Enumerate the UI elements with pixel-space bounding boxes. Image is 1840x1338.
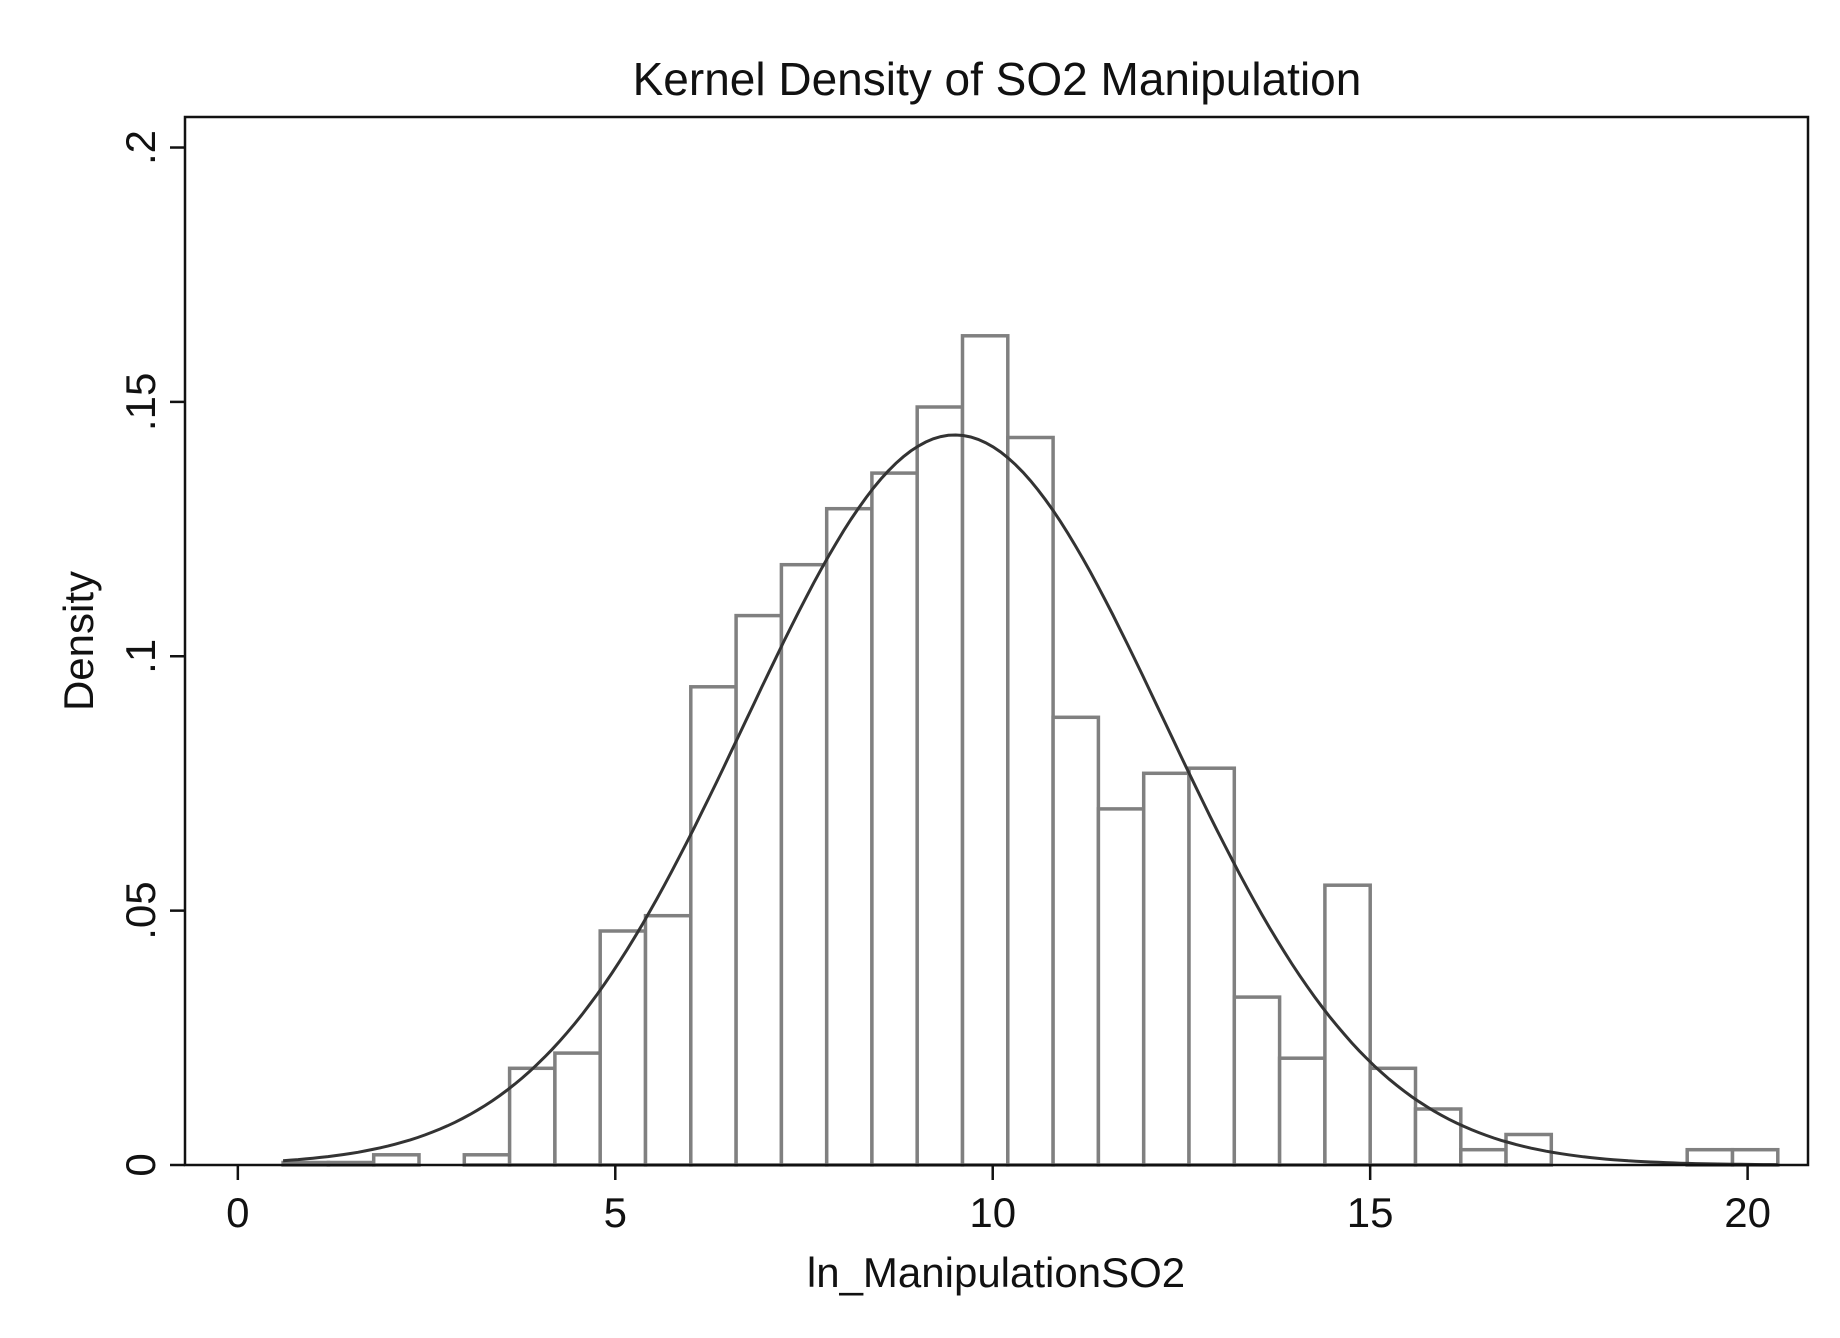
histogram-bar-28: [1730, 1147, 1780, 1167]
histogram-bar-11: [824, 506, 874, 1167]
histogram-bar-7: [643, 913, 693, 1167]
histogram-bar-17: [1096, 807, 1146, 1167]
density-curve-layer: [282, 433, 1778, 1167]
histogram-bar-19: [1187, 766, 1237, 1167]
histogram-bar-24: [1413, 1107, 1463, 1167]
histogram-bar-25: [1459, 1147, 1508, 1167]
y-tick-label-3: .15: [117, 373, 164, 431]
y-tick-label-0: 0: [117, 1153, 164, 1176]
x-axis: 0 5 10 15 20: [226, 1165, 1771, 1236]
x-tick-label-1: 5: [604, 1189, 627, 1236]
density-curve: [282, 433, 1778, 1167]
histogram-bar-18: [1141, 771, 1191, 1167]
histogram-bar-9: [734, 613, 784, 1167]
histogram-bar-3: [462, 1153, 512, 1167]
y-tick-label-2: .1: [117, 639, 164, 674]
y-axis-title: Density: [55, 571, 102, 711]
histogram-bar-12: [870, 471, 919, 1167]
histogram-bar-21: [1277, 1056, 1327, 1167]
x-tick-label-4: 20: [1724, 1189, 1771, 1236]
histogram-bar-5: [553, 1051, 602, 1167]
histogram-bar-14: [960, 334, 1010, 1167]
y-tick-label-4: .2: [117, 130, 164, 165]
histogram-bar-15: [1006, 435, 1055, 1167]
y-axis: 0 .05 .1 .15 .2: [117, 130, 185, 1177]
x-tick-label-3: 15: [1347, 1189, 1394, 1236]
plot-frame: [183, 115, 1810, 1167]
chart-title: Kernel Density of SO2 Manipulation: [633, 53, 1362, 105]
histogram-bar-13: [915, 405, 965, 1167]
y-tick-label-1: .05: [117, 881, 164, 939]
histogram-bar-16: [1051, 715, 1101, 1167]
x-tick-label-0: 0: [226, 1189, 249, 1236]
x-tick-label-2: 10: [969, 1189, 1016, 1236]
histogram-bar-2: [371, 1153, 421, 1167]
histogram-bar-6: [598, 929, 648, 1167]
histogram-bar-22: [1323, 883, 1372, 1167]
histogram-bar-10: [779, 562, 829, 1167]
x-axis-title: ln_ManipulationSO2: [807, 1249, 1185, 1296]
histogram-bar-20: [1232, 995, 1282, 1167]
